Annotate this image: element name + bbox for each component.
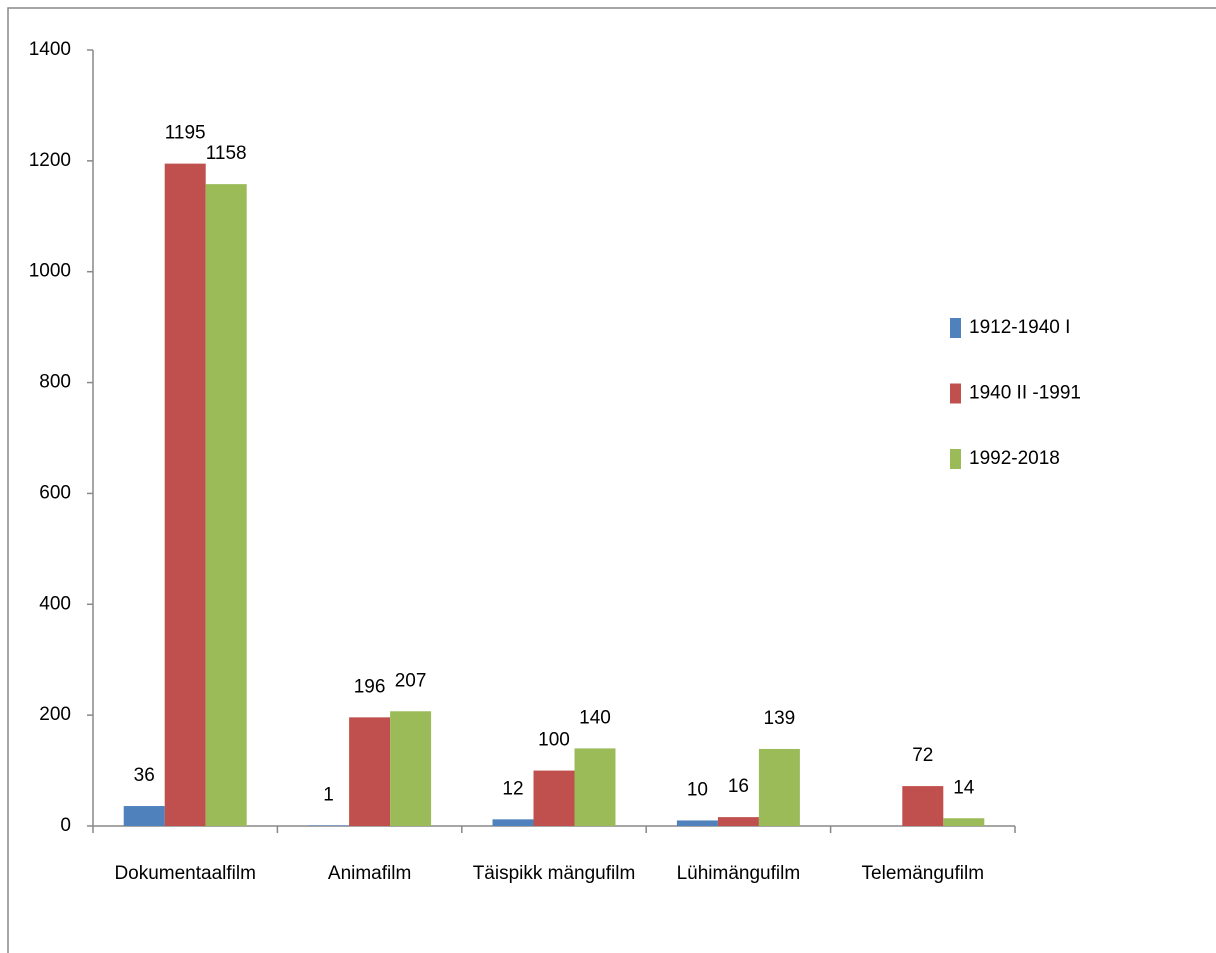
- y-tick-label: 800: [39, 372, 71, 393]
- bar: [902, 786, 944, 826]
- x-tick-label: Telemängufilm: [862, 863, 985, 884]
- legend-label: 1992-2018: [969, 448, 1060, 469]
- x-tick-label: Täispikk mängufilm: [473, 863, 636, 884]
- bar: [492, 819, 534, 826]
- data-label: 1195: [165, 123, 206, 144]
- bar: [349, 717, 391, 826]
- data-label: 207: [395, 670, 427, 691]
- x-tick-label: Lühimängufilm: [677, 863, 801, 884]
- data-label: 10: [687, 779, 708, 800]
- data-label: 196: [354, 676, 386, 697]
- bar: [533, 770, 575, 826]
- data-label: 139: [764, 708, 796, 729]
- y-tick-label: 1200: [29, 150, 71, 171]
- data-label: 72: [912, 745, 933, 766]
- data-label: 16: [728, 776, 749, 797]
- y-tick-label: 600: [39, 482, 71, 503]
- data-label: 14: [953, 777, 975, 798]
- chart-frame: [7, 7, 1216, 953]
- data-label: 12: [502, 778, 523, 799]
- bar: [205, 184, 247, 826]
- y-tick-label: 400: [39, 593, 71, 614]
- bar: [390, 711, 432, 826]
- legend-label: 1912-1940 I: [969, 317, 1070, 338]
- bar: [676, 820, 718, 826]
- y-tick-label: 200: [39, 704, 71, 725]
- bar: [123, 806, 165, 826]
- legend-label: 1940 II -1991: [969, 383, 1081, 404]
- bar: [164, 163, 206, 827]
- y-tick-label: 0: [60, 815, 71, 836]
- legend-swatch: [950, 318, 961, 338]
- y-tick-label: 1400: [29, 39, 71, 60]
- x-tick-label: Dokumentaalfilm: [114, 863, 256, 884]
- data-label: 1158: [206, 143, 247, 164]
- legend-swatch: [950, 449, 961, 469]
- bar: [758, 748, 800, 826]
- bar: [308, 825, 350, 826]
- data-label: 100: [538, 730, 570, 751]
- y-tick-label: 1000: [29, 261, 71, 282]
- data-label: 36: [134, 765, 155, 786]
- x-tick-label: Animafilm: [328, 863, 411, 884]
- data-label: 1: [323, 784, 334, 805]
- bar: [574, 748, 616, 826]
- data-label: 140: [579, 707, 611, 728]
- bar: [717, 817, 759, 826]
- bar: [943, 818, 985, 826]
- legend-swatch: [950, 383, 961, 404]
